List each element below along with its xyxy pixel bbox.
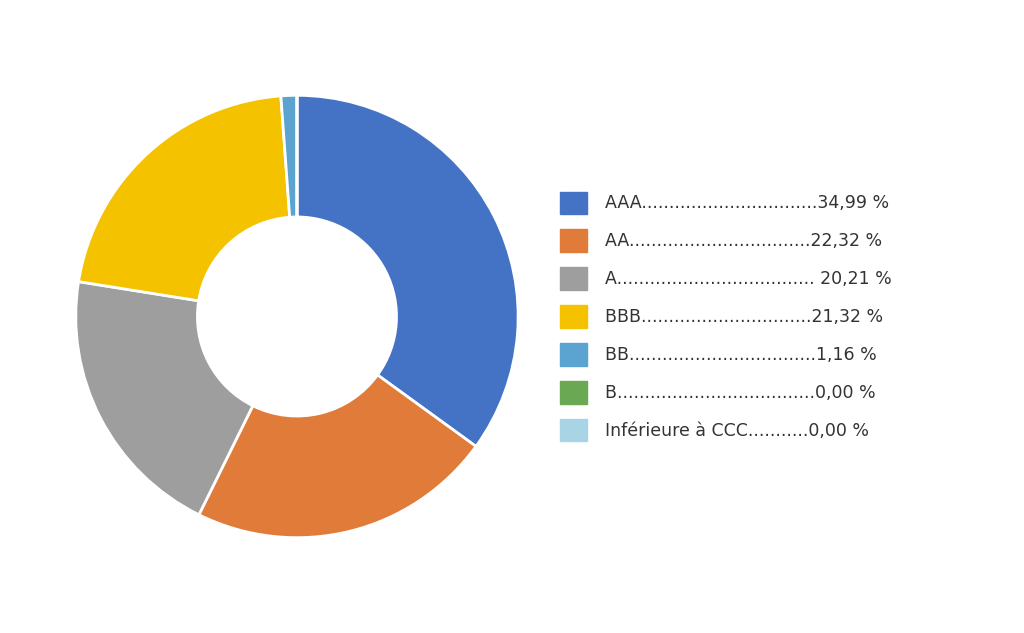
Wedge shape (281, 96, 297, 217)
Wedge shape (79, 96, 290, 301)
Wedge shape (297, 96, 518, 446)
Legend: AAA................................34,99 %, AA.................................2: AAA................................34,99… (559, 192, 892, 441)
Wedge shape (76, 282, 253, 515)
Wedge shape (199, 375, 476, 537)
